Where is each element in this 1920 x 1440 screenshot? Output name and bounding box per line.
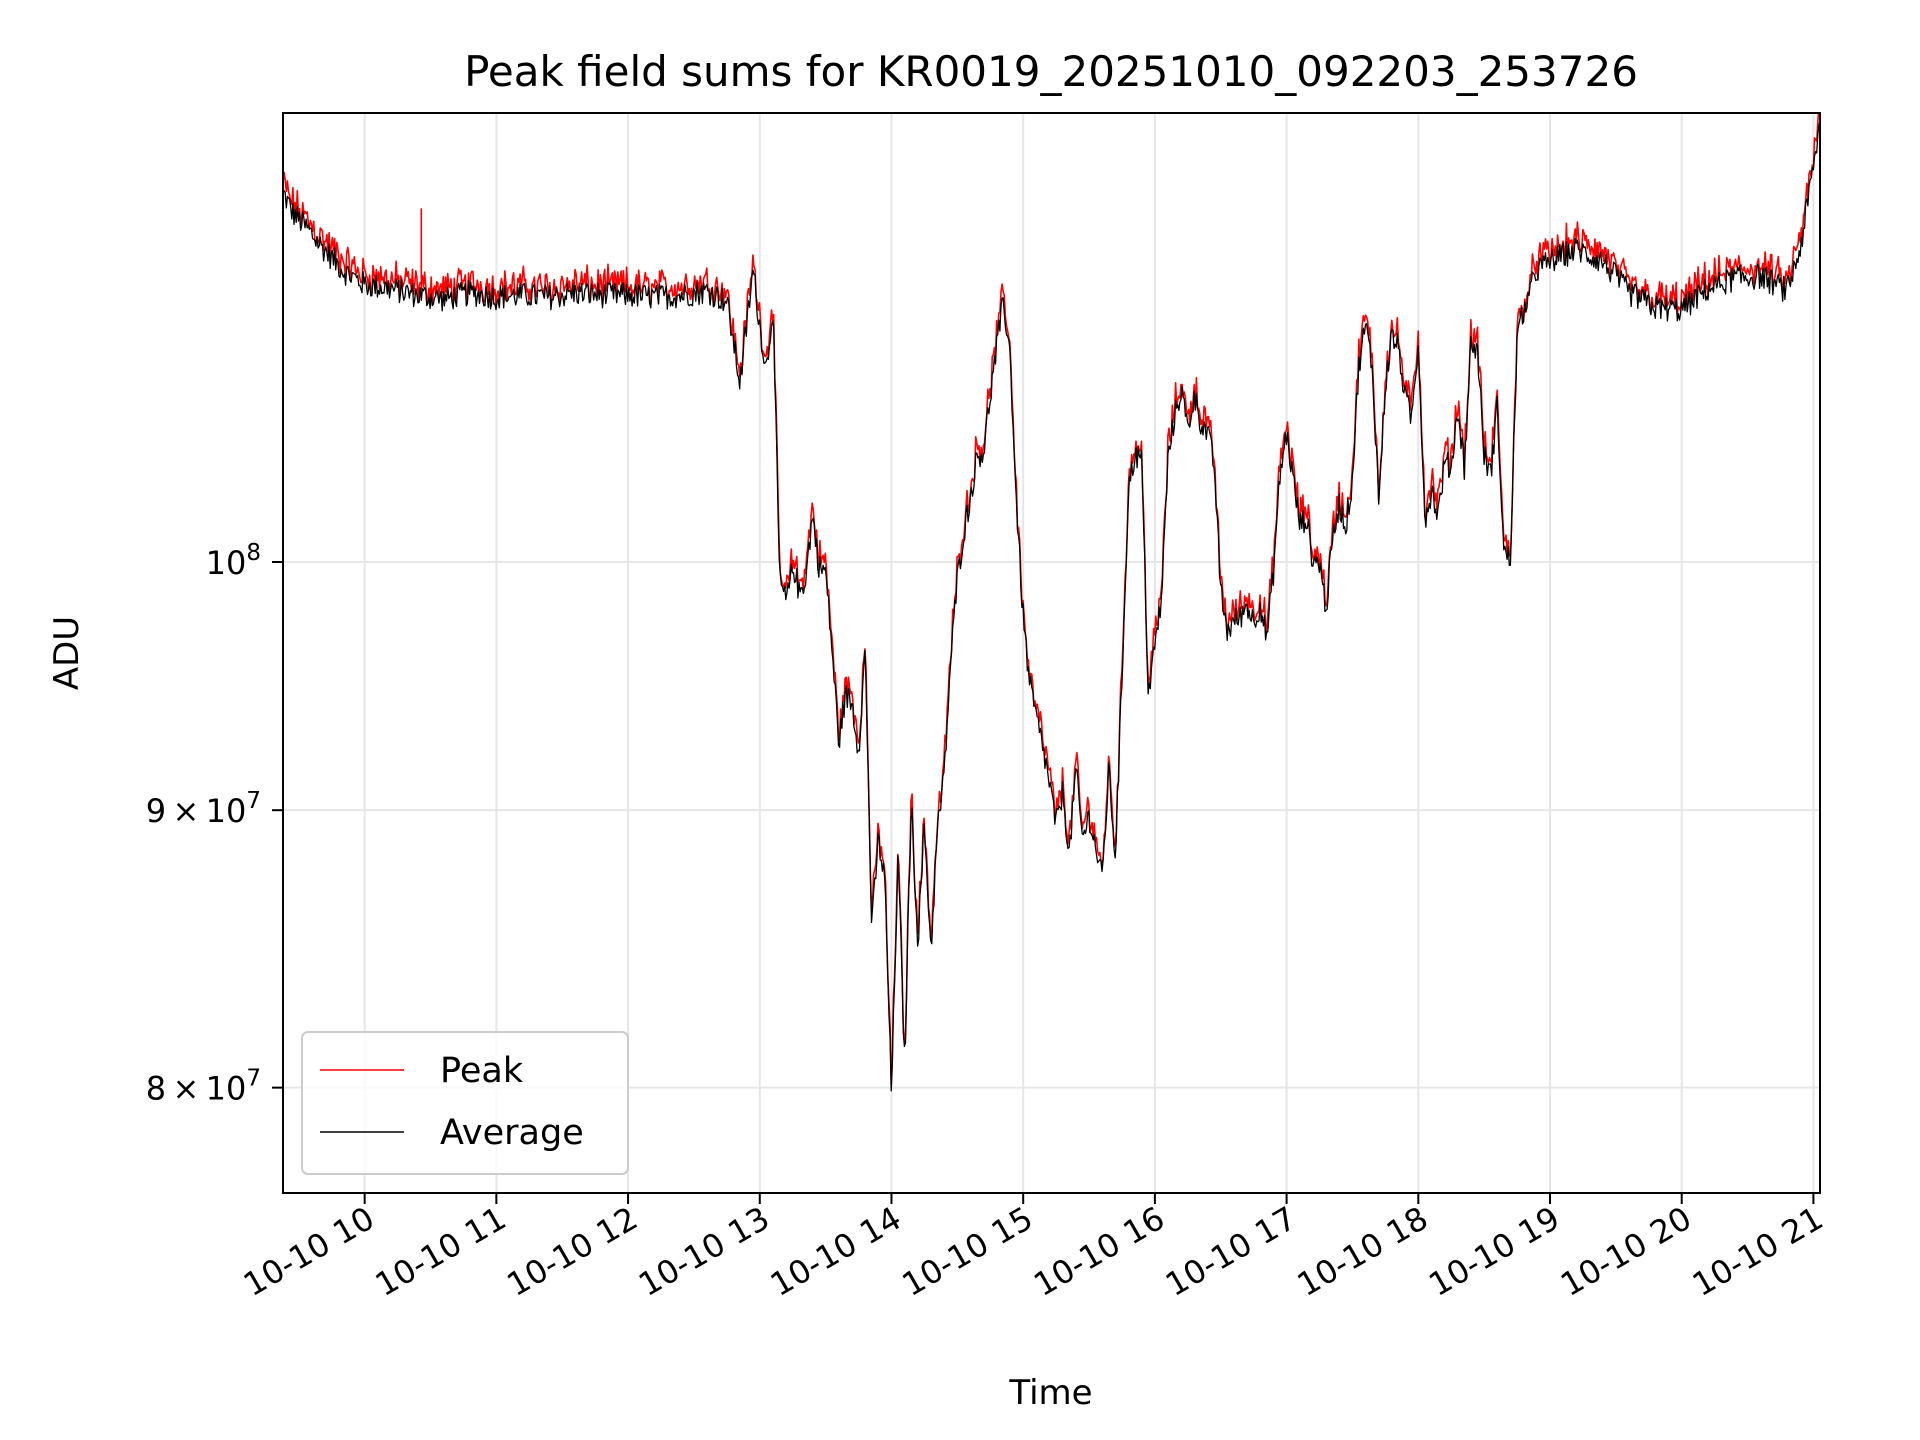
x-axis-label: Time	[1008, 1373, 1092, 1413]
y-tick-label: 108	[206, 540, 261, 582]
legend-average-label: Average	[440, 1113, 584, 1153]
average-series-line	[283, 120, 1820, 1092]
y-axis-label: ADU	[47, 616, 87, 690]
series-layer	[283, 113, 1820, 1092]
y-axis: 8 × 107 9 × 107 108	[146, 540, 283, 1108]
legend: Peak Average	[301, 1031, 629, 1175]
plot-frame	[282, 112, 1821, 1194]
y-tick-label: 9 × 107	[146, 788, 261, 830]
legend-peak-label: Peak	[440, 1051, 524, 1091]
chart-title: Peak field sums for KR0019_20251010_0922…	[464, 47, 1638, 96]
legend-box	[301, 1031, 629, 1175]
y-tick-label: 8 × 107	[146, 1066, 261, 1108]
